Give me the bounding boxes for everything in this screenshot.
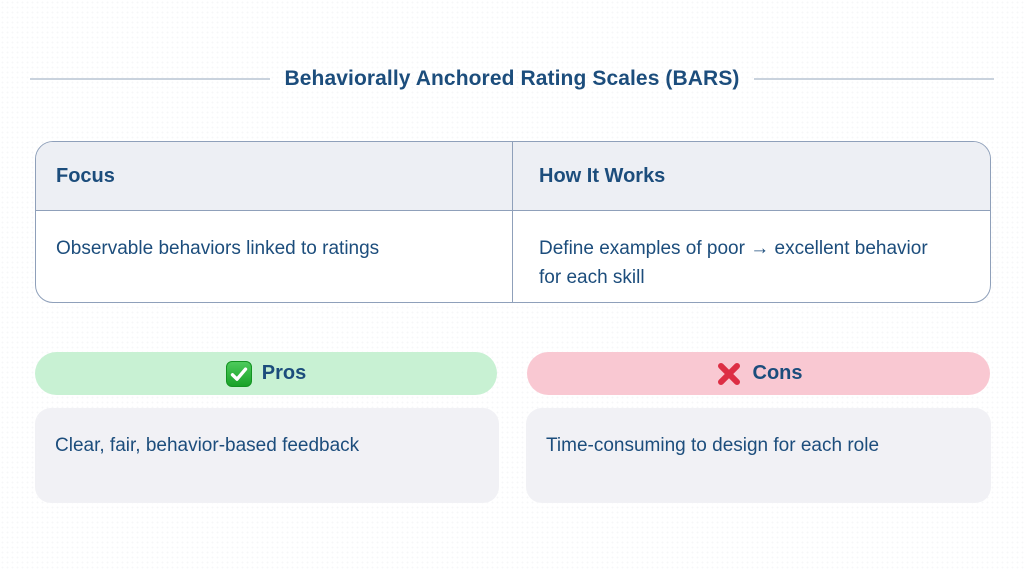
comparison-table: Focus How It Works Observable behaviors … (35, 141, 991, 303)
table-cell-focus: Observable behaviors linked to ratings (36, 211, 513, 302)
cons-note-text: Time-consuming to design for each role (546, 435, 880, 456)
pros-note: Clear, fair, behavior-based feedback (35, 408, 499, 503)
cons-badge: Cons (527, 352, 990, 395)
table-header-how-it-works: How It Works (513, 142, 990, 211)
pros-badge-label: Pros (261, 362, 307, 384)
title-divider-left (30, 78, 271, 80)
check-mark-icon (225, 360, 252, 387)
table-cell-focus-text: Observable behaviors linked to ratings (56, 238, 380, 259)
cross-mark-icon (715, 360, 743, 388)
table-header-focus: Focus (36, 142, 513, 211)
table-cell-how-it-works: Define examples of poor → excellent beha… (513, 211, 990, 302)
page-title: Behaviorally Anchored Rating Scales (BAR… (284, 67, 740, 90)
pros-note-text: Clear, fair, behavior-based feedback (55, 435, 360, 456)
title-divider-right (753, 78, 995, 80)
pros-badge: Pros (35, 352, 497, 395)
title-row: Behaviorally Anchored Rating Scales (BAR… (30, 63, 995, 95)
cons-note: Time-consuming to design for each role (526, 408, 991, 503)
table-cell-how-it-works-text: Define examples of poor → excellent beha… (539, 238, 928, 288)
cons-badge-label: Cons (752, 362, 803, 384)
